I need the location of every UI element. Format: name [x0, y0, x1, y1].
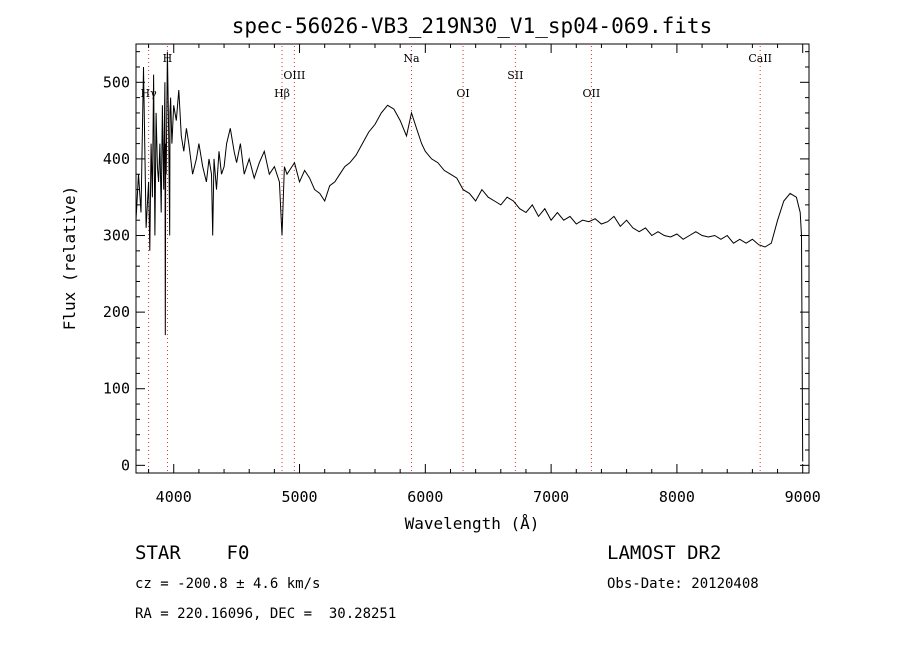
emission-line-label: OIII [283, 69, 305, 82]
x-axis-label: Wavelength (Å) [405, 514, 540, 533]
x-tick-label: 9000 [785, 488, 821, 506]
x-tick-label: 8000 [659, 488, 695, 506]
emission-line-label: CaII [748, 52, 772, 65]
x-tick-label: 7000 [533, 488, 569, 506]
y-tick-label: 200 [103, 303, 130, 321]
emission-line-label: OII [583, 87, 601, 100]
x-tick-label: 6000 [407, 488, 443, 506]
y-tick-label: 400 [103, 150, 130, 168]
emission-line-label: SII [507, 69, 523, 82]
observation-date: Obs-Date: 20120408 [607, 576, 759, 592]
y-tick-label: 0 [121, 456, 130, 474]
plot-frame [135, 43, 810, 474]
axis-ticks: 4000 5000 6000 7000 8000 9000 0 100 200 300 400 500 [103, 44, 821, 506]
coordinates: RA = 220.16096, DEC = 30.28251 [135, 606, 397, 622]
emission-line-label: Na [403, 52, 420, 65]
chart-title: spec-56026-VB3_219N30_V1_sp04-069.fits [232, 14, 712, 38]
y-tick-label: 500 [103, 73, 130, 91]
survey-label: LAMOST DR2 [607, 542, 722, 564]
y-axis-label: Flux (relative) [60, 186, 79, 331]
x-tick-label: 5000 [281, 488, 317, 506]
redshift-info: cz = -200.8 ± 4.6 km/s [135, 576, 321, 592]
y-tick-label: 300 [103, 227, 130, 245]
emission-line-label: OI [456, 87, 469, 100]
x-tick-label: 4000 [156, 488, 192, 506]
spectrum-line [135, 51, 804, 462]
emission-line-label: Hβ [274, 87, 290, 100]
object-type: STAR F0 [135, 542, 250, 564]
y-tick-label: 100 [103, 380, 130, 398]
